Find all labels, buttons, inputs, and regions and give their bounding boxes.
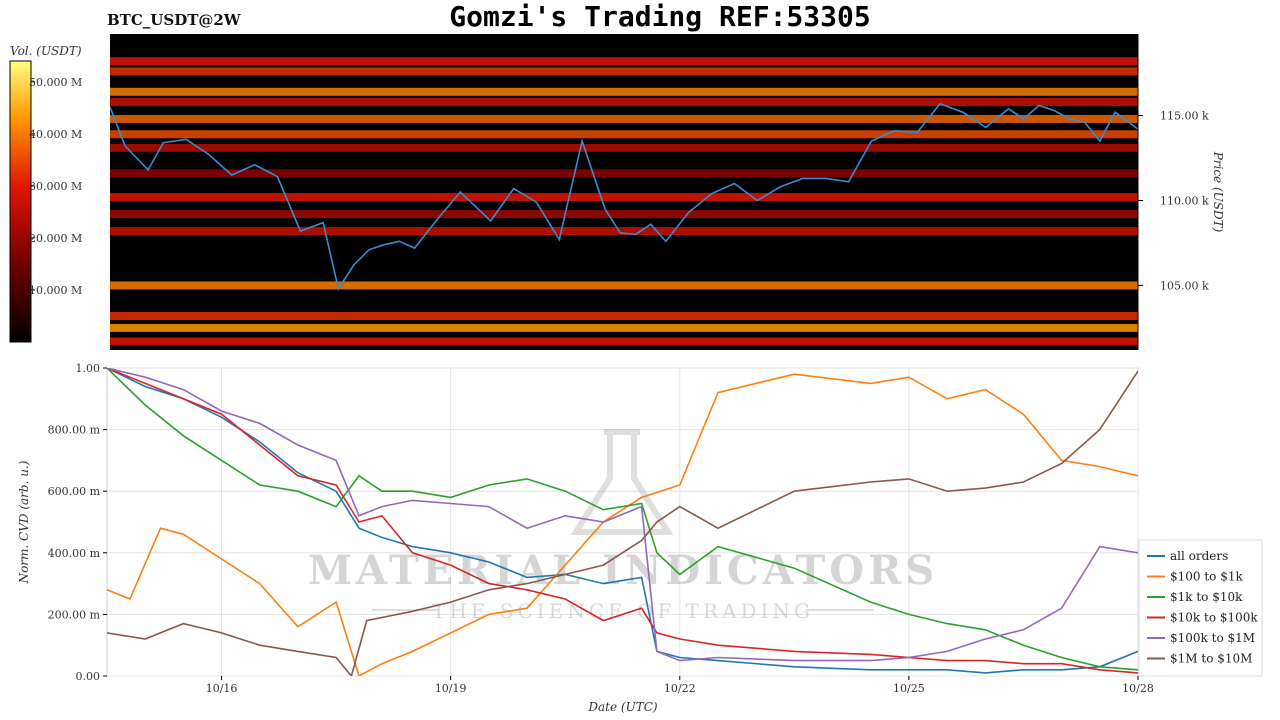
cvd-plot-area — [106, 367, 1139, 677]
legend-label: $10k to $100k — [1170, 611, 1258, 625]
heatmap-bands — [110, 57, 1138, 346]
price-axis-label: Price (USDT) — [1211, 151, 1225, 233]
colorbar-tick-label: 40.000 M — [29, 128, 82, 141]
legend-label: $1M to $10M — [1170, 652, 1252, 666]
colorbar-tick-label: 10.000 M — [29, 284, 82, 297]
heatmap-band — [110, 193, 1138, 202]
cvd-x-tick-label: 10/19 — [435, 682, 467, 695]
cvd-x-tick-label: 10/25 — [893, 682, 925, 695]
legend-label: $1k to $10k — [1170, 590, 1243, 604]
cvd-y-tick-label: 800.00 m — [48, 424, 101, 437]
cvd-y-tick-label: 1.00 — [76, 362, 101, 375]
price-tick-label: 115.00 k — [1160, 110, 1209, 123]
heatmap-band — [110, 227, 1138, 236]
legend: all orders $100 to $1k $1k to $10k $10k to … — [1147, 549, 1258, 666]
cvd-x-tick-label: 10/16 — [206, 682, 238, 695]
heatmap-band — [110, 67, 1138, 76]
cvd-line-1k-10k — [107, 368, 1138, 671]
colorbar-ticks: 10.000 M 20.000 M 30.000 M 40.000 M 50.000 M — [29, 76, 82, 297]
heatmap-band — [110, 143, 1138, 152]
colorbar — [9, 60, 32, 343]
watermark-title: MATERIAL INDICATORS — [308, 547, 939, 594]
cvd-line-100k-1m — [107, 368, 1138, 662]
cvd-x-tick-label: 10/22 — [664, 682, 696, 695]
heatmap-band — [110, 97, 1138, 106]
heatmap-band — [110, 169, 1138, 178]
colorbar-tick-label: 30.000 M — [29, 180, 82, 193]
cvd-line-1m-10m — [107, 370, 1138, 676]
heatmap-band — [110, 312, 1138, 321]
heatmap-band — [110, 210, 1138, 219]
cvd-line-10k-100k — [107, 368, 1138, 674]
heatmap-band — [110, 57, 1138, 66]
cvd-x-tick-label: 10/28 — [1122, 682, 1154, 695]
colorbar-tick-label: 50.000 M — [29, 76, 82, 89]
price-tick-label: 110.00 k — [1160, 194, 1209, 207]
price-tick-label: 105.00 k — [1160, 279, 1209, 292]
colorbar-tick-label: 20.000 M — [29, 232, 82, 245]
heatmap-band — [110, 87, 1138, 96]
heatmap-band — [110, 114, 1138, 123]
cvd-y-tick-label: 200.00 m — [48, 608, 101, 621]
heatmap-band — [110, 323, 1138, 332]
cvd-x-ticks: 10/16 10/19 10/22 10/25 10/28 — [206, 676, 1154, 695]
legend-box — [1138, 539, 1263, 677]
cvd-line-all-orders — [107, 368, 1138, 674]
price-line-group — [110, 102, 1138, 291]
cvd-y-axis-label: Norm. CVD (arb. u.) — [17, 460, 31, 584]
colorbar-label: Vol. (USDT) — [10, 44, 82, 58]
cvd-y-tick-label: 600.00 m — [48, 485, 101, 498]
heatmap-band — [110, 130, 1138, 139]
symbol-label: BTC_USDT@2W — [107, 11, 241, 29]
legend-label: $100k to $1M — [1170, 631, 1255, 645]
watermark: MATERIAL INDICATORS THE SCIENCE OF TRADI… — [308, 429, 939, 623]
page-title: Gomzi's Trading REF:53305 — [449, 0, 871, 33]
cvd-y-ticks: 0.00 200.00 m 400.00 m 600.00 m 800.00 m 1.00 — [48, 362, 107, 683]
cvd-y-tick-label: 400.00 m — [48, 547, 101, 560]
cvd-series-lines — [107, 368, 1138, 676]
heatmap-band — [110, 337, 1138, 346]
flask-icon — [570, 429, 674, 535]
heatmap-band — [110, 281, 1138, 290]
legend-label: all orders — [1170, 549, 1228, 563]
watermark-subtitle: THE SCIENCE OF TRADING — [432, 599, 814, 623]
cvd-line-100-1k — [107, 373, 1138, 676]
legend-label: $100 to $1k — [1170, 570, 1243, 584]
cvd-x-axis-label: Date (UTC) — [587, 700, 657, 714]
cvd-y-tick-label: 0.00 — [76, 670, 101, 683]
heatmap-background — [110, 34, 1138, 350]
price-line — [110, 102, 1138, 291]
price-axis-ticks: 105.00 k 110.00 k 115.00 k — [1138, 110, 1209, 292]
